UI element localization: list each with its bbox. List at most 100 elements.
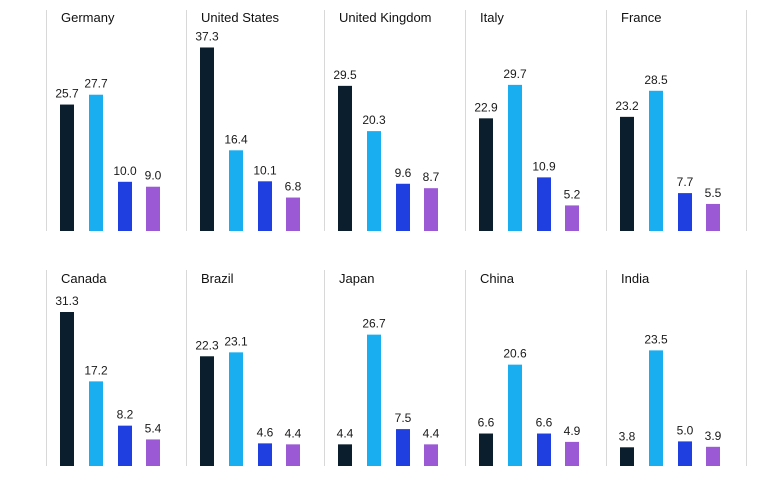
- bar: [146, 186, 160, 231]
- panel-title: India: [621, 271, 650, 286]
- panel-title: United Kingdom: [339, 10, 432, 25]
- bar: [338, 85, 352, 231]
- bar: [286, 444, 300, 466]
- data-label: 22.3: [195, 338, 219, 352]
- panel-title: Italy: [480, 10, 504, 25]
- bar: [424, 188, 438, 231]
- bar: [565, 441, 579, 466]
- data-label: 29.7: [503, 67, 527, 81]
- data-label: 23.5: [644, 332, 668, 346]
- panel-title: Brazil: [201, 271, 234, 286]
- bar: [678, 193, 692, 231]
- bar: [367, 334, 381, 466]
- bar: [479, 118, 493, 231]
- bar: [620, 116, 634, 231]
- data-label: 5.5: [705, 186, 722, 200]
- bar: [479, 433, 493, 466]
- data-label: 25.7: [55, 87, 79, 101]
- panel-title: Germany: [61, 10, 115, 25]
- panel-china: China 6.6 20.6 6.6 4.9: [478, 271, 581, 466]
- data-label: 7.7: [677, 175, 694, 189]
- bar: [60, 312, 74, 466]
- data-label: 22.9: [474, 100, 498, 114]
- bar: [367, 131, 381, 231]
- panel-united-states: United States 37.3 16.4 10.1 6.8: [195, 10, 302, 231]
- panel-germany: Germany 25.7 27.7 10.0 9.0: [55, 10, 162, 231]
- data-label: 31.3: [55, 294, 79, 308]
- data-label: 3.9: [705, 429, 722, 443]
- data-label: 23.2: [615, 99, 639, 113]
- panel-india: India 3.8 23.5 5.0 3.9: [619, 271, 722, 466]
- data-label: 5.4: [145, 421, 162, 435]
- bar: [396, 183, 410, 231]
- bar: [146, 439, 160, 466]
- data-label: 10.1: [253, 163, 277, 177]
- bar: [200, 47, 214, 231]
- data-label: 4.9: [564, 424, 581, 438]
- data-label: 5.0: [677, 423, 694, 437]
- data-label: 5.2: [564, 187, 581, 201]
- bar: [258, 443, 272, 466]
- data-label: 10.9: [532, 159, 556, 173]
- bar: [200, 356, 214, 466]
- bar: [620, 447, 634, 466]
- bar: [229, 150, 243, 231]
- panel-title: Japan: [339, 271, 374, 286]
- bar: [118, 181, 132, 231]
- bar: [60, 104, 74, 231]
- data-label: 6.6: [478, 416, 495, 430]
- data-label: 27.7: [84, 77, 108, 91]
- data-label: 8.7: [423, 170, 440, 184]
- data-label: 23.1: [224, 334, 248, 348]
- data-label: 29.5: [333, 68, 357, 82]
- data-label: 3.8: [619, 429, 636, 443]
- bar: [537, 177, 551, 231]
- data-label: 9.6: [395, 166, 412, 180]
- bar: [89, 94, 103, 231]
- panel-canada: Canada 31.3 17.2 8.2 5.4: [55, 271, 162, 466]
- bar: [565, 205, 579, 231]
- data-label: 4.4: [337, 426, 354, 440]
- panel-title: United States: [201, 10, 280, 25]
- data-label: 6.6: [536, 416, 553, 430]
- panel-title: Canada: [61, 271, 107, 286]
- data-label: 17.2: [84, 363, 108, 377]
- bar: [649, 90, 663, 231]
- panel-brazil: Brazil 22.3 23.1 4.6 4.4: [195, 271, 302, 466]
- data-label: 4.4: [285, 426, 302, 440]
- data-label: 9.0: [145, 169, 162, 183]
- data-label: 4.4: [423, 426, 440, 440]
- data-label: 4.6: [257, 425, 274, 439]
- data-label: 7.5: [395, 411, 412, 425]
- panel-title: France: [621, 10, 661, 25]
- data-label: 20.3: [362, 113, 386, 127]
- data-label: 26.7: [362, 317, 386, 331]
- data-label: 10.0: [113, 164, 137, 178]
- bar: [286, 197, 300, 231]
- bar: [537, 433, 551, 466]
- bar: [396, 429, 410, 466]
- bar: [338, 444, 352, 466]
- data-label: 28.5: [644, 73, 668, 87]
- data-label: 8.2: [117, 408, 134, 422]
- bar: [649, 350, 663, 466]
- bar: [706, 203, 720, 231]
- bar: [508, 84, 522, 231]
- panel-france: France 23.2 28.5 7.7 5.5: [615, 10, 722, 231]
- bar: [89, 381, 103, 466]
- panel-italy: Italy 22.9 29.7 10.9 5.2: [474, 10, 581, 231]
- bar: [424, 444, 438, 466]
- panel-united-kingdom: United Kingdom 29.5 20.3 9.6 8.7: [333, 10, 440, 231]
- data-label: 20.6: [503, 347, 527, 361]
- bar: [258, 181, 272, 231]
- bar: [229, 352, 243, 466]
- bar: [508, 364, 522, 466]
- panel-title: China: [480, 271, 515, 286]
- data-label: 37.3: [195, 29, 219, 43]
- bar: [678, 441, 692, 466]
- panel-japan: Japan 4.4 26.7 7.5 4.4: [337, 271, 440, 466]
- bar: [118, 425, 132, 466]
- data-label: 16.4: [224, 132, 248, 146]
